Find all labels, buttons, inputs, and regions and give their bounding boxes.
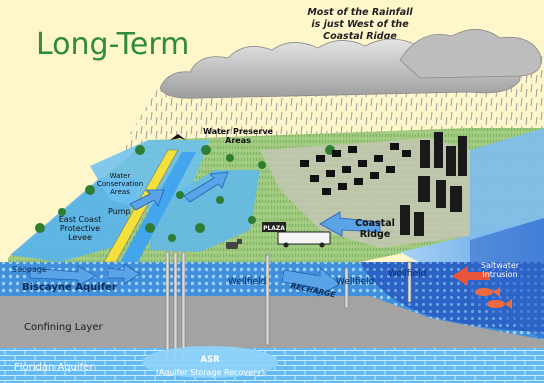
rainfall-note: Most of the Rainfall is just West of the… xyxy=(307,7,413,42)
label-floridan-aquifer: Floridan Aquifer xyxy=(14,362,94,373)
label-levee-1: East Coast xyxy=(59,215,102,224)
wells xyxy=(165,251,412,363)
seepage-arrow xyxy=(29,265,97,287)
label-levee-2: Protective xyxy=(60,224,100,233)
houses xyxy=(300,143,411,195)
asr-storage-bubble xyxy=(142,346,278,378)
flow-arrows xyxy=(29,171,381,297)
canal xyxy=(120,152,196,262)
city-buildings xyxy=(400,132,467,236)
label-wellfield-1: Wellfield xyxy=(228,277,266,287)
svg-text:PLAZA: PLAZA xyxy=(263,225,285,232)
label-asr-full: (Aquifer Storage Recovery) xyxy=(156,368,264,377)
label-coastal-ridge-1: Coastal xyxy=(355,218,395,229)
label-saltwater-2: Intrusion xyxy=(482,270,517,279)
cow xyxy=(226,239,242,249)
preserve-flow-arrow xyxy=(183,171,229,203)
label-water-conservation-3: Areas xyxy=(110,188,130,196)
svg-text:is just West of the: is just West of the xyxy=(311,19,409,30)
block-side-face xyxy=(470,218,544,340)
bird xyxy=(170,134,186,140)
plaza-building: PLAZA xyxy=(262,222,331,248)
bay-water xyxy=(470,128,544,240)
aquifer-flow-arrow xyxy=(107,263,141,285)
fish xyxy=(475,287,512,309)
label-seepage: Seepage xyxy=(12,265,47,274)
recharge-arrow xyxy=(281,267,341,297)
label-water-conservation-2: Conservation xyxy=(97,180,143,188)
label-pump: Pump xyxy=(108,207,131,216)
label-water-preserve-areas-2: Areas xyxy=(225,136,251,145)
pump-arrow xyxy=(129,189,165,211)
label-water-conservation-1: Water xyxy=(110,172,131,180)
label-saltwater-1: Saltwater xyxy=(481,261,520,270)
label-wellfield-2: Wellfield xyxy=(336,277,374,287)
label-water-preserve-areas-1: Water Preserve xyxy=(203,127,274,136)
diagram-title: Long-Term xyxy=(36,27,189,62)
rain-clouds xyxy=(159,29,542,99)
svg-text:Most of the Rainfall: Most of the Rainfall xyxy=(307,7,413,18)
label-asr: ASR xyxy=(200,355,220,365)
marsh-water xyxy=(150,170,260,252)
ridge-flow-arrow xyxy=(319,211,381,237)
water-conservation-area xyxy=(10,178,140,262)
saltwater-arrow xyxy=(452,266,490,286)
label-biscayne-aquifer: Biscayne Aquifer xyxy=(22,282,117,293)
label-coastal-ridge-2: Ridge xyxy=(360,229,391,240)
label-wellfield-3: Wellfield xyxy=(388,269,426,279)
svg-text:Coastal Ridge: Coastal Ridge xyxy=(323,31,397,42)
trees xyxy=(35,145,335,242)
confining-layer xyxy=(0,296,544,348)
label-confining-layer: Confining Layer xyxy=(24,322,103,333)
label-levee-3: Levee xyxy=(68,233,92,242)
